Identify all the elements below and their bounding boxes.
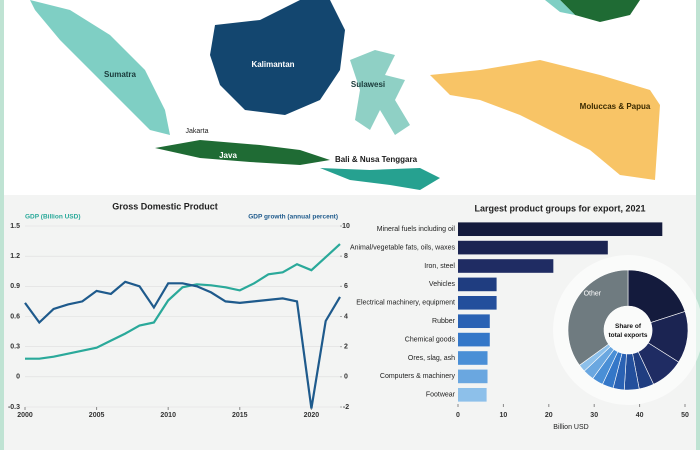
- bar: [458, 240, 608, 255]
- slice-label: Other: [584, 291, 602, 298]
- y-tick-label: 0: [16, 374, 20, 381]
- x-tick-label: 50: [681, 412, 689, 419]
- x-tick-label: 2000: [17, 412, 33, 419]
- island-sulawesi: [350, 50, 410, 135]
- x-axis-label: Billion USD: [553, 424, 588, 431]
- y-tick-label: -0.3: [8, 404, 20, 411]
- y-tick-label: 0.3: [10, 344, 20, 351]
- x-tick-label: 30: [590, 412, 598, 419]
- line-series: [25, 243, 341, 360]
- x-tick-label: 10: [500, 412, 508, 419]
- bar: [458, 222, 663, 237]
- map-label: Bali & Nusa Tenggara: [335, 155, 418, 164]
- y2-tick-label: 10: [342, 223, 350, 230]
- bar: [458, 277, 497, 292]
- bar: [458, 351, 488, 365]
- x-tick-label: 2010: [160, 412, 176, 419]
- chart-title: Largest product groups for export, 2021: [474, 203, 645, 213]
- y-tick-label: 1.5: [10, 223, 20, 230]
- category-label: Chemical goods: [405, 336, 456, 343]
- y2-tick-label: 4: [344, 313, 348, 320]
- category-label: Iron, steel: [424, 263, 455, 270]
- bar: [458, 369, 488, 384]
- map-label: Moluccas & Papua: [580, 102, 651, 111]
- map: Sumatra Kalimantan Sulawesi Moluccas & P…: [30, 0, 660, 190]
- category-label: Computers & machinery: [380, 373, 456, 380]
- map-label: Sulawesi: [351, 80, 385, 89]
- bar: [458, 259, 554, 273]
- island-sumatra: [30, 0, 170, 135]
- border: [696, 0, 700, 450]
- map-label: Kalimantan: [251, 60, 294, 69]
- legend-label: GDP growth (annual percent): [248, 214, 338, 221]
- pie-slice: [567, 269, 629, 366]
- island-nusa: [320, 168, 440, 190]
- y2-tick-label: -2: [343, 404, 349, 411]
- bar: [458, 295, 497, 310]
- map-label: Java: [219, 151, 237, 160]
- y-tick-label: 0.6: [10, 313, 20, 320]
- y-tick-label: 0.9: [10, 283, 20, 290]
- deco-pie: [545, 0, 575, 15]
- x-tick-label: 0: [456, 412, 460, 419]
- border: [0, 0, 4, 450]
- bar: [458, 332, 490, 347]
- bar: [458, 314, 490, 329]
- x-tick-label: 2015: [232, 412, 248, 419]
- category-label: Electrical machinery, equipment: [356, 300, 455, 307]
- category-label: Rubber: [432, 318, 456, 325]
- island-kalimantan: [210, 0, 345, 115]
- y2-tick-label: 8: [344, 253, 348, 260]
- bar: [458, 387, 487, 402]
- map-label: Jakarta: [186, 128, 209, 135]
- island-java: [155, 140, 330, 165]
- chart-title: Gross Domestic Product: [112, 201, 218, 211]
- category-label: Animal/vegetable fats, oils, waxes: [350, 244, 456, 251]
- pie-title: Share of total exports: [608, 323, 647, 339]
- y2-tick-label: 2: [344, 344, 348, 351]
- y2-tick-label: 0: [344, 374, 348, 381]
- y2-tick-label: 6: [344, 283, 348, 290]
- line-series: [24, 280, 341, 409]
- category-label: Footwear: [426, 392, 456, 399]
- category-label: Ores, slag, ash: [408, 355, 455, 362]
- x-tick-label: 40: [636, 412, 644, 419]
- y-tick-label: 1.2: [10, 253, 20, 260]
- category-label: Vehicles: [429, 281, 456, 288]
- island-papua: [430, 60, 660, 180]
- legend-label: GDP (Billion USD): [25, 214, 81, 221]
- x-tick-label: 2005: [89, 412, 105, 419]
- map-label: Sumatra: [104, 70, 137, 79]
- category-label: Mineral fuels including oil: [377, 226, 456, 233]
- x-tick-label: 2020: [304, 412, 320, 419]
- deco-pie: [560, 0, 640, 22]
- x-tick-label: 20: [545, 412, 553, 419]
